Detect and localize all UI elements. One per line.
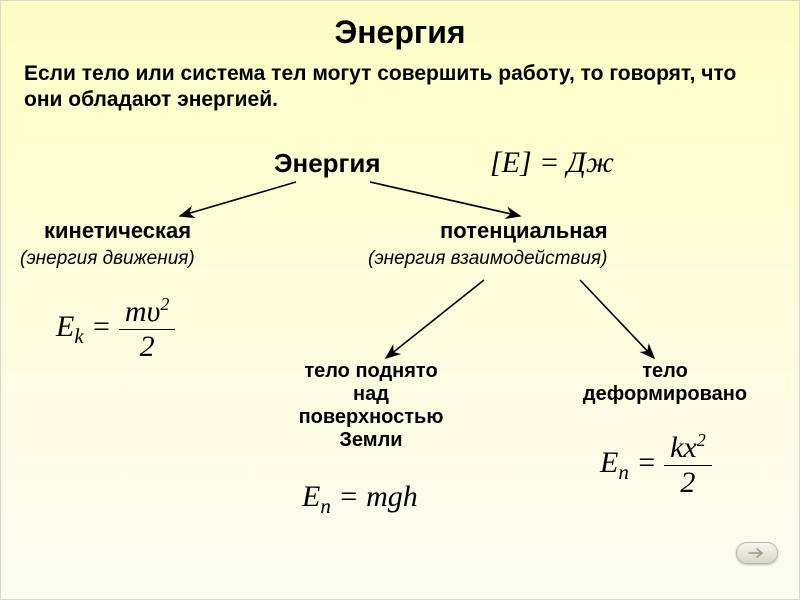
potential-label: потенциальная [440, 218, 608, 244]
next-slide-button[interactable] [736, 542, 778, 564]
potential-sublabel: (энергия взаимодействия) [368, 248, 607, 270]
potential-spring-formula: En = kx2 2 [600, 430, 712, 500]
slide-content: Энергия Если тело или система тел могут … [0, 0, 800, 600]
raised-body-label: тело поднятонадповерхностьюЗемли [276, 360, 466, 452]
unit-formula: [E] = Дж [490, 146, 614, 180]
intro-text: Если тело или система тел могут совершит… [0, 51, 800, 114]
page-title: Энергия [0, 0, 800, 51]
energy-root-node: Энергия [274, 148, 381, 179]
arrow-right-icon [748, 548, 766, 558]
kinetic-energy-formula: Ek = mυ2 2 [56, 294, 175, 364]
kinetic-label: кинетическая [44, 218, 191, 244]
kinetic-sublabel: (энергия движения) [20, 248, 195, 270]
deformed-body-label: телодеформировано [560, 360, 770, 406]
potential-height-formula: En = mgh [302, 480, 418, 519]
